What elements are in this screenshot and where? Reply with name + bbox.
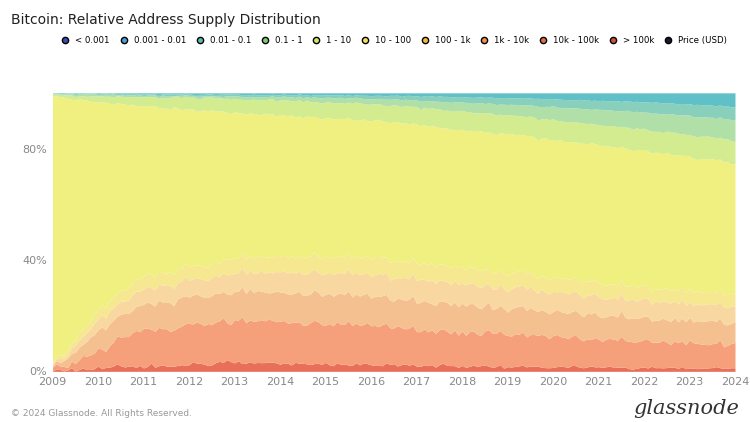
Legend: < 0.001, 0.001 - 0.01, 0.01 - 0.1, 0.1 - 1, 1 - 10, 10 - 100, 100 - 1k, 1k - 10k: < 0.001, 0.001 - 0.01, 0.01 - 0.1, 0.1 -… xyxy=(57,36,727,45)
Text: glassnode: glassnode xyxy=(633,399,739,418)
Text: © 2024 Glassnode. All Rights Reserved.: © 2024 Glassnode. All Rights Reserved. xyxy=(11,409,192,418)
Text: Bitcoin: Relative Address Supply Distribution: Bitcoin: Relative Address Supply Distrib… xyxy=(11,13,321,27)
